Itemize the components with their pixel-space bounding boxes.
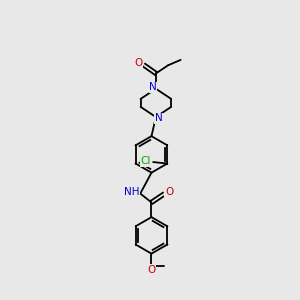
Text: O: O	[135, 58, 143, 68]
Text: Cl: Cl	[141, 156, 151, 166]
Text: N: N	[155, 113, 163, 124]
Text: N: N	[149, 82, 157, 92]
Text: O: O	[165, 187, 173, 197]
Text: O: O	[147, 265, 156, 275]
Text: NH: NH	[124, 187, 140, 197]
